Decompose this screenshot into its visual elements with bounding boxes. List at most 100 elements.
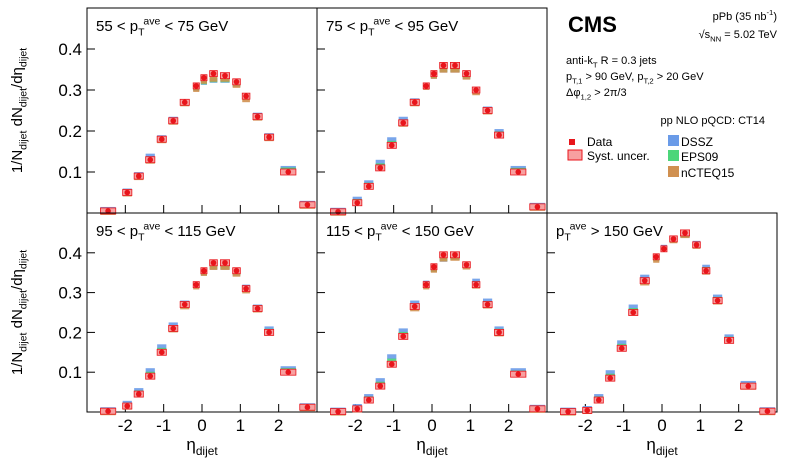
text-run: -1 xyxy=(766,8,773,17)
y-axis-label: 1/Ndijet dNdijet/dηdijet xyxy=(9,48,30,173)
data-point xyxy=(431,263,437,270)
data-point xyxy=(440,62,447,69)
y-tick-label: 0.4 xyxy=(58,40,82,59)
data-point xyxy=(105,408,111,415)
data-point xyxy=(285,369,292,376)
data-point xyxy=(452,62,458,69)
data-point xyxy=(565,408,571,415)
text-run: T,1 xyxy=(572,76,582,85)
theory-band xyxy=(375,378,385,384)
theory-band xyxy=(398,328,408,334)
x-tick-label: -2 xyxy=(118,416,133,435)
theory-band xyxy=(430,267,437,273)
text-run: pp NLO pQCD: CT14 xyxy=(660,115,765,127)
data-point xyxy=(365,183,372,190)
text-run: 0.1 xyxy=(58,163,82,182)
text-run: 1 xyxy=(696,416,705,435)
theory-band xyxy=(450,255,460,261)
data-point xyxy=(354,199,361,206)
x-tick-label: 0 xyxy=(427,416,436,435)
theory-band xyxy=(209,76,218,82)
panel-title: 115 < pTave < 150 GeV xyxy=(326,220,474,243)
x-tick-label: -1 xyxy=(386,416,401,435)
x-tick-label: 1 xyxy=(466,416,475,435)
text-run: 95 < p xyxy=(96,223,138,240)
data-point xyxy=(135,391,142,397)
text-run: Data xyxy=(587,135,613,149)
text-run: 2 xyxy=(504,416,513,435)
data-point xyxy=(354,406,361,412)
theory-band xyxy=(157,344,167,350)
text-run: 115 < p xyxy=(326,223,375,240)
theory-band xyxy=(653,257,660,263)
theory-band xyxy=(472,278,480,284)
data-point xyxy=(693,242,700,248)
data-point xyxy=(607,375,614,381)
text-run: > 90 GeV, p xyxy=(582,71,643,83)
data-point xyxy=(124,189,131,196)
text-run: T xyxy=(593,60,598,69)
x-tick-label: 0 xyxy=(197,416,206,435)
text-run: dN xyxy=(9,309,26,332)
theory-band xyxy=(462,74,471,80)
data-point xyxy=(335,408,341,415)
theory-label: pp NLO pQCD: CT14 xyxy=(660,115,765,127)
text-run: 0.4 xyxy=(58,40,82,59)
data-point xyxy=(388,142,395,149)
panel-title: pTave > 150 GeV xyxy=(556,220,663,243)
syst-legend-key xyxy=(567,149,583,161)
data-point xyxy=(653,253,660,260)
theory-band xyxy=(628,304,638,310)
data-point xyxy=(170,325,177,332)
x-tick-label: 1 xyxy=(696,416,705,435)
y-tick-label: 0.2 xyxy=(58,122,82,141)
theory-band xyxy=(410,300,420,306)
theory-band xyxy=(209,264,218,270)
data-point xyxy=(201,267,207,274)
text-run: < 75 GeV xyxy=(160,18,228,35)
theory-band xyxy=(145,368,155,374)
legend-label: Syst. uncer. xyxy=(587,149,650,163)
panel-title: 95 < pTave < 115 GeV xyxy=(96,220,236,243)
data-point xyxy=(496,132,502,138)
theory-band xyxy=(387,354,397,360)
y-tick-label: 0.4 xyxy=(58,244,82,263)
text-run: /dη xyxy=(9,269,26,290)
legend-key xyxy=(668,150,679,161)
theory-band xyxy=(220,76,230,82)
data-point xyxy=(764,408,771,415)
data-point xyxy=(193,281,200,288)
data-point xyxy=(452,251,458,258)
data-point xyxy=(515,169,522,175)
data-point xyxy=(285,169,292,175)
plot-frame xyxy=(316,7,548,214)
data-point xyxy=(484,301,491,308)
x-tick-label: 1 xyxy=(236,416,245,435)
text-run: ave xyxy=(373,15,390,27)
x-tick-label: 0 xyxy=(657,416,666,435)
theory-band xyxy=(200,78,207,84)
theory-band xyxy=(232,271,241,277)
y-tick-label: 0.2 xyxy=(58,323,82,342)
data-point xyxy=(745,383,752,389)
text-run: -2 xyxy=(118,416,133,435)
text-run: dijet xyxy=(426,444,449,458)
text-run: 2 xyxy=(274,416,283,435)
data-point xyxy=(473,281,479,288)
text-run: -1 xyxy=(386,416,401,435)
data-point xyxy=(181,99,188,106)
data-point xyxy=(630,309,637,316)
data-point xyxy=(147,373,154,379)
text-run: > 2π/3 xyxy=(591,87,626,99)
x-tick-label: 2 xyxy=(734,416,743,435)
text-run: < 95 GeV xyxy=(390,18,458,35)
data-point xyxy=(670,236,677,242)
data-point xyxy=(124,403,131,409)
data-point xyxy=(411,99,418,106)
theory-band xyxy=(375,159,385,165)
data-point xyxy=(266,134,272,140)
data-point xyxy=(158,349,165,356)
text-run: 0 xyxy=(657,416,666,435)
data-point xyxy=(388,361,395,368)
